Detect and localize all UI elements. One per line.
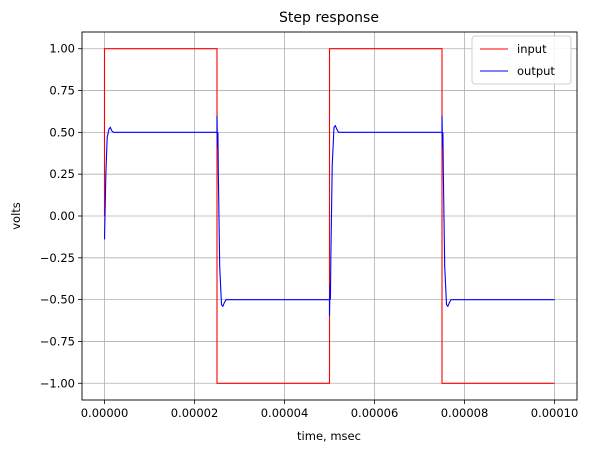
x-tick-label: 0.00002 [171,406,219,420]
y-tick-label: −0.25 [40,251,75,265]
x-axis-label: time, msec [297,429,361,443]
x-tick-label: 0.00000 [81,406,129,420]
y-tick-label: 0.50 [49,125,75,139]
y-tick-label: −0.50 [40,293,75,307]
y-tick-label: 0.00 [49,209,75,223]
legend: input output [471,35,572,85]
y-tick-label: −0.75 [40,334,75,348]
series-lines [103,48,555,384]
axis-ticks: 0.00000 0.00002 0.00004 0.00006 0.00008 0.000… [40,42,579,420]
y-tick-label: −1.00 [40,376,75,390]
y-tick-label: 1.00 [49,42,75,56]
legend-label-output: output [517,64,555,78]
series-line-output [103,115,555,317]
chart-title: Step response [279,10,379,26]
y-axis-label: volts [9,202,23,230]
x-tick-label: 0.00008 [441,406,489,420]
x-tick-label: 0.00006 [351,406,399,420]
y-tick-label: 0.25 [49,167,75,181]
x-tick-label: 0.00004 [261,406,309,420]
x-tick-label: 0.00010 [531,406,579,420]
series-line-input [103,48,555,384]
legend-label-input: input [517,42,547,56]
legend-box [471,35,572,85]
plot-frame [81,31,578,401]
y-tick-label: 0.75 [49,84,75,98]
